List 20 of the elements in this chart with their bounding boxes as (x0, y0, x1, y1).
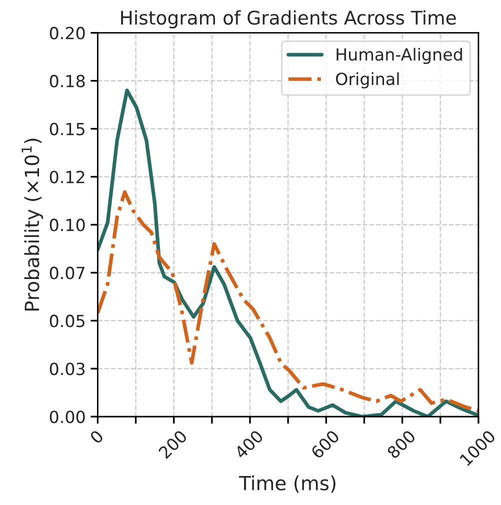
y-tick-label: 0.00 (50, 410, 85, 424)
x-tick-label: 0 (89, 429, 104, 444)
x-tick-label: 200 (158, 429, 188, 460)
y-tick-label: 0.15 (50, 122, 84, 136)
x-tick-label: 800 (386, 429, 416, 460)
x-tick-label: 600 (310, 429, 340, 460)
y-tick-label: 0.18 (50, 74, 85, 88)
y-tick-label: 0.05 (50, 314, 84, 328)
x-axis-title: Time (ms) (239, 475, 336, 493)
y-tick-label: 0.03 (50, 362, 85, 376)
y-tick-label: 0.10 (50, 218, 85, 232)
x-tick-label: 400 (234, 429, 264, 460)
chart-title: Histogram of Gradients Across Time (121, 10, 456, 28)
legend-label: Human-Aligned (336, 48, 462, 64)
y-tick-label: 0.12 (50, 170, 84, 184)
legend-label: Original (336, 72, 399, 88)
line-series (98, 190, 478, 413)
y-tick-label: 0.20 (50, 26, 85, 40)
y-axis-title: Probability (×10$^{1}$) (22, 138, 44, 311)
y-tick-label: 0.07 (50, 266, 84, 280)
